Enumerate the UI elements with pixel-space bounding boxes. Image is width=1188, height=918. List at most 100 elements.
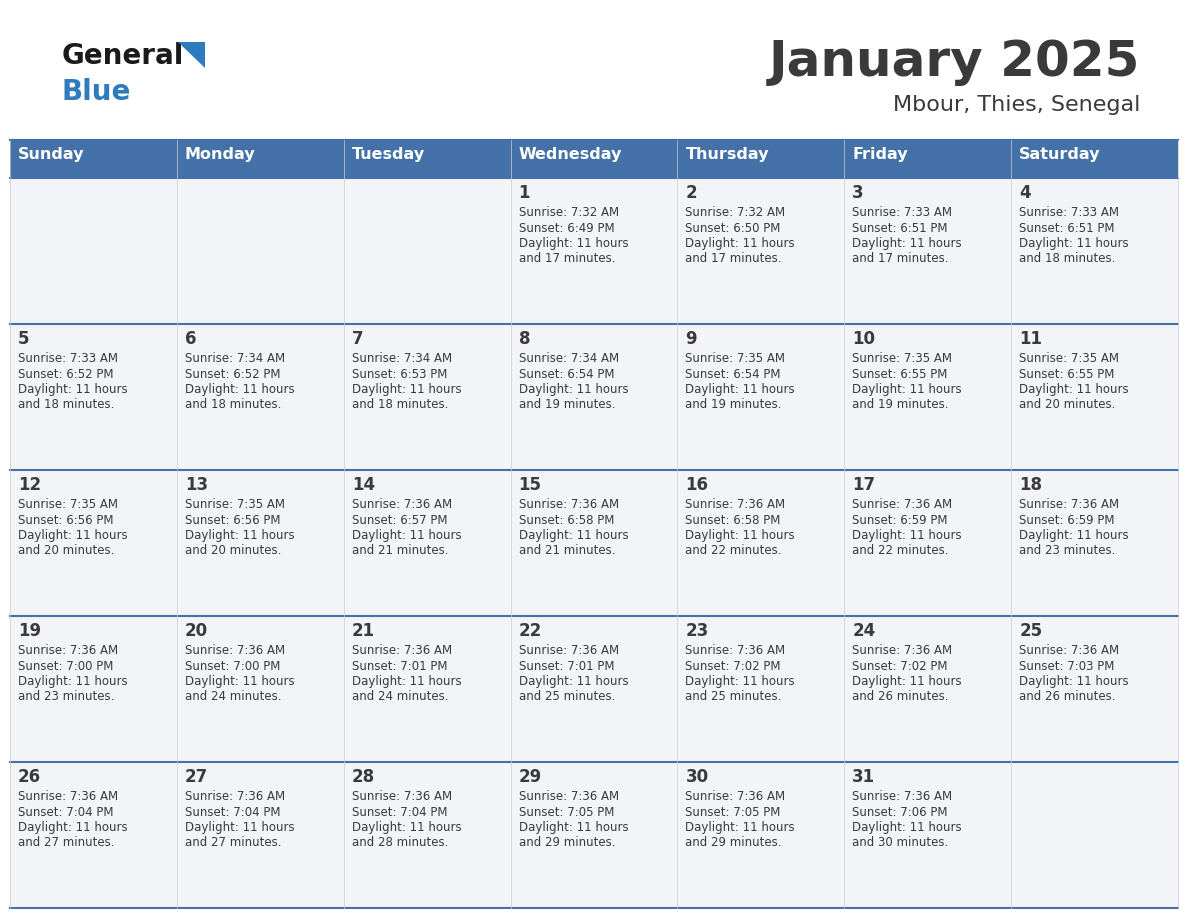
Text: and 27 minutes.: and 27 minutes. (185, 836, 282, 849)
Bar (511, 178, 677, 324)
Text: Daylight: 11 hours: Daylight: 11 hours (519, 675, 628, 688)
Text: Daylight: 11 hours: Daylight: 11 hours (1019, 529, 1129, 542)
Text: Daylight: 11 hours: Daylight: 11 hours (18, 529, 127, 542)
Text: Sunrise: 7:33 AM: Sunrise: 7:33 AM (18, 352, 118, 365)
Text: Sunset: 6:57 PM: Sunset: 6:57 PM (352, 513, 447, 527)
Bar (511, 762, 677, 908)
Text: Sunrise: 7:36 AM: Sunrise: 7:36 AM (852, 644, 953, 657)
Bar (1011, 762, 1178, 908)
Text: General: General (62, 42, 184, 70)
Text: and 22 minutes.: and 22 minutes. (852, 544, 949, 557)
Text: Sunset: 7:06 PM: Sunset: 7:06 PM (852, 805, 948, 819)
Text: 11: 11 (1019, 330, 1042, 348)
Text: Sunrise: 7:36 AM: Sunrise: 7:36 AM (352, 644, 451, 657)
Bar (343, 140, 511, 178)
Text: and 22 minutes.: and 22 minutes. (685, 544, 782, 557)
Text: Daylight: 11 hours: Daylight: 11 hours (352, 821, 461, 834)
Text: 1: 1 (519, 184, 530, 202)
Text: and 29 minutes.: and 29 minutes. (685, 836, 782, 849)
Bar (511, 140, 677, 178)
Text: Friday: Friday (852, 147, 908, 162)
Bar (1011, 616, 1178, 762)
Text: and 18 minutes.: and 18 minutes. (352, 398, 448, 411)
Text: Sunrise: 7:36 AM: Sunrise: 7:36 AM (852, 790, 953, 803)
Bar (677, 762, 845, 908)
Text: and 29 minutes.: and 29 minutes. (519, 836, 615, 849)
Text: Sunset: 6:52 PM: Sunset: 6:52 PM (185, 367, 280, 380)
Bar (677, 616, 845, 762)
Text: and 24 minutes.: and 24 minutes. (352, 690, 448, 703)
Text: Daylight: 11 hours: Daylight: 11 hours (685, 675, 795, 688)
Text: Sunset: 6:51 PM: Sunset: 6:51 PM (1019, 221, 1114, 234)
Text: Wednesday: Wednesday (519, 147, 623, 162)
Bar (845, 616, 1011, 762)
Text: and 30 minutes.: and 30 minutes. (852, 836, 948, 849)
Text: and 25 minutes.: and 25 minutes. (685, 690, 782, 703)
Text: Sunrise: 7:36 AM: Sunrise: 7:36 AM (685, 644, 785, 657)
Text: 4: 4 (1019, 184, 1031, 202)
Text: 6: 6 (185, 330, 196, 348)
Text: Sunset: 6:59 PM: Sunset: 6:59 PM (852, 513, 948, 527)
Text: Sunset: 7:05 PM: Sunset: 7:05 PM (519, 805, 614, 819)
Text: Tuesday: Tuesday (352, 147, 425, 162)
Text: and 20 minutes.: and 20 minutes. (18, 544, 114, 557)
Bar (343, 470, 511, 616)
Text: Sunrise: 7:34 AM: Sunrise: 7:34 AM (519, 352, 619, 365)
Bar (511, 616, 677, 762)
Text: Sunset: 6:55 PM: Sunset: 6:55 PM (852, 367, 948, 380)
Text: and 25 minutes.: and 25 minutes. (519, 690, 615, 703)
Text: Thursday: Thursday (685, 147, 769, 162)
Text: Sunset: 7:05 PM: Sunset: 7:05 PM (685, 805, 781, 819)
Text: Sunrise: 7:36 AM: Sunrise: 7:36 AM (519, 498, 619, 511)
Text: 18: 18 (1019, 476, 1042, 494)
Text: Daylight: 11 hours: Daylight: 11 hours (352, 383, 461, 396)
Text: Daylight: 11 hours: Daylight: 11 hours (519, 237, 628, 250)
Text: Sunset: 6:54 PM: Sunset: 6:54 PM (519, 367, 614, 380)
Bar (177, 140, 343, 178)
Text: Sunrise: 7:35 AM: Sunrise: 7:35 AM (1019, 352, 1119, 365)
Text: and 20 minutes.: and 20 minutes. (185, 544, 282, 557)
Text: Daylight: 11 hours: Daylight: 11 hours (519, 383, 628, 396)
Text: Daylight: 11 hours: Daylight: 11 hours (1019, 383, 1129, 396)
Text: and 26 minutes.: and 26 minutes. (1019, 690, 1116, 703)
Text: Daylight: 11 hours: Daylight: 11 hours (685, 237, 795, 250)
Bar (10, 140, 177, 178)
Bar (10, 616, 177, 762)
Bar (10, 762, 177, 908)
Text: 28: 28 (352, 768, 375, 786)
Bar (10, 470, 177, 616)
Text: Sunset: 6:49 PM: Sunset: 6:49 PM (519, 221, 614, 234)
Text: Daylight: 11 hours: Daylight: 11 hours (1019, 675, 1129, 688)
Text: Daylight: 11 hours: Daylight: 11 hours (852, 237, 962, 250)
Text: Sunrise: 7:36 AM: Sunrise: 7:36 AM (852, 498, 953, 511)
Text: Sunrise: 7:36 AM: Sunrise: 7:36 AM (352, 498, 451, 511)
Text: 27: 27 (185, 768, 208, 786)
Text: Daylight: 11 hours: Daylight: 11 hours (519, 529, 628, 542)
Text: Daylight: 11 hours: Daylight: 11 hours (185, 383, 295, 396)
Text: Daylight: 11 hours: Daylight: 11 hours (185, 821, 295, 834)
Bar (845, 140, 1011, 178)
Bar (1011, 470, 1178, 616)
Text: and 17 minutes.: and 17 minutes. (519, 252, 615, 265)
Text: Sunrise: 7:34 AM: Sunrise: 7:34 AM (352, 352, 451, 365)
Bar (845, 762, 1011, 908)
Text: Blue: Blue (62, 78, 132, 106)
Bar (177, 762, 343, 908)
Text: Sunset: 6:58 PM: Sunset: 6:58 PM (519, 513, 614, 527)
Text: 16: 16 (685, 476, 708, 494)
Text: Daylight: 11 hours: Daylight: 11 hours (185, 675, 295, 688)
Text: Sunrise: 7:36 AM: Sunrise: 7:36 AM (1019, 498, 1119, 511)
Text: Sunrise: 7:35 AM: Sunrise: 7:35 AM (685, 352, 785, 365)
Text: 3: 3 (852, 184, 864, 202)
Bar (10, 178, 177, 324)
Bar (343, 178, 511, 324)
Text: Sunrise: 7:35 AM: Sunrise: 7:35 AM (852, 352, 953, 365)
Text: Sunrise: 7:32 AM: Sunrise: 7:32 AM (685, 206, 785, 219)
Text: Sunset: 6:59 PM: Sunset: 6:59 PM (1019, 513, 1114, 527)
Bar (343, 616, 511, 762)
Text: Sunrise: 7:36 AM: Sunrise: 7:36 AM (18, 644, 118, 657)
Bar (511, 470, 677, 616)
Text: and 19 minutes.: and 19 minutes. (685, 398, 782, 411)
Bar (845, 470, 1011, 616)
Text: 19: 19 (18, 622, 42, 640)
